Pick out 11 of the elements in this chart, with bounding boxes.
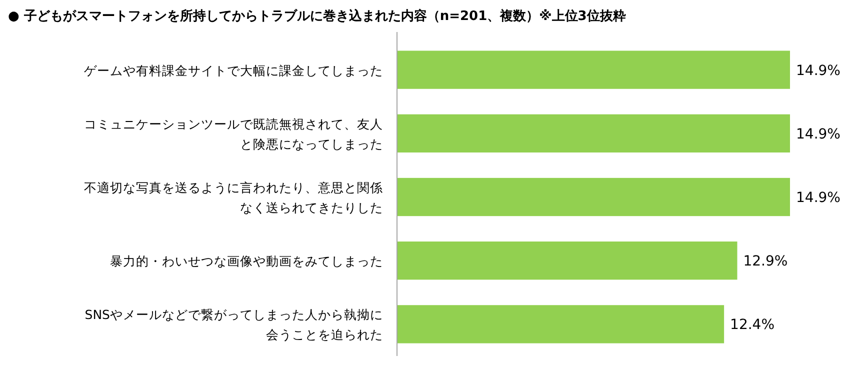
data-label: 14.9% bbox=[796, 190, 840, 206]
chart-title: ● 子どもがスマートフォンを所持してからトラブルに巻き込まれた内容（n=201、複数）※上位3位抜粋 bbox=[8, 8, 626, 24]
y-tick-label: 暴力的・わいせつな画像や動画をみてしまった bbox=[110, 254, 383, 269]
data-label: 12.4% bbox=[730, 317, 775, 334]
y-tick-label: 不適切な写真を送るように言われたり、意思と関係なく送られてきたりした bbox=[84, 180, 383, 215]
data-label: 14.9% bbox=[796, 62, 840, 79]
y-tick-label: SNSやメールなどで繋がってしまった人から執拗に会うことを迫られた bbox=[84, 307, 383, 342]
data-label: 14.9% bbox=[796, 126, 840, 142]
y-tick-label: コミュニケーションツールで既読無視されて、友人と険悪になってしまった bbox=[84, 116, 383, 152]
data-label: 12.9% bbox=[743, 254, 788, 270]
y-tick-label: ゲームや有料課金サイトで大幅に課金してしまった bbox=[84, 62, 383, 78]
